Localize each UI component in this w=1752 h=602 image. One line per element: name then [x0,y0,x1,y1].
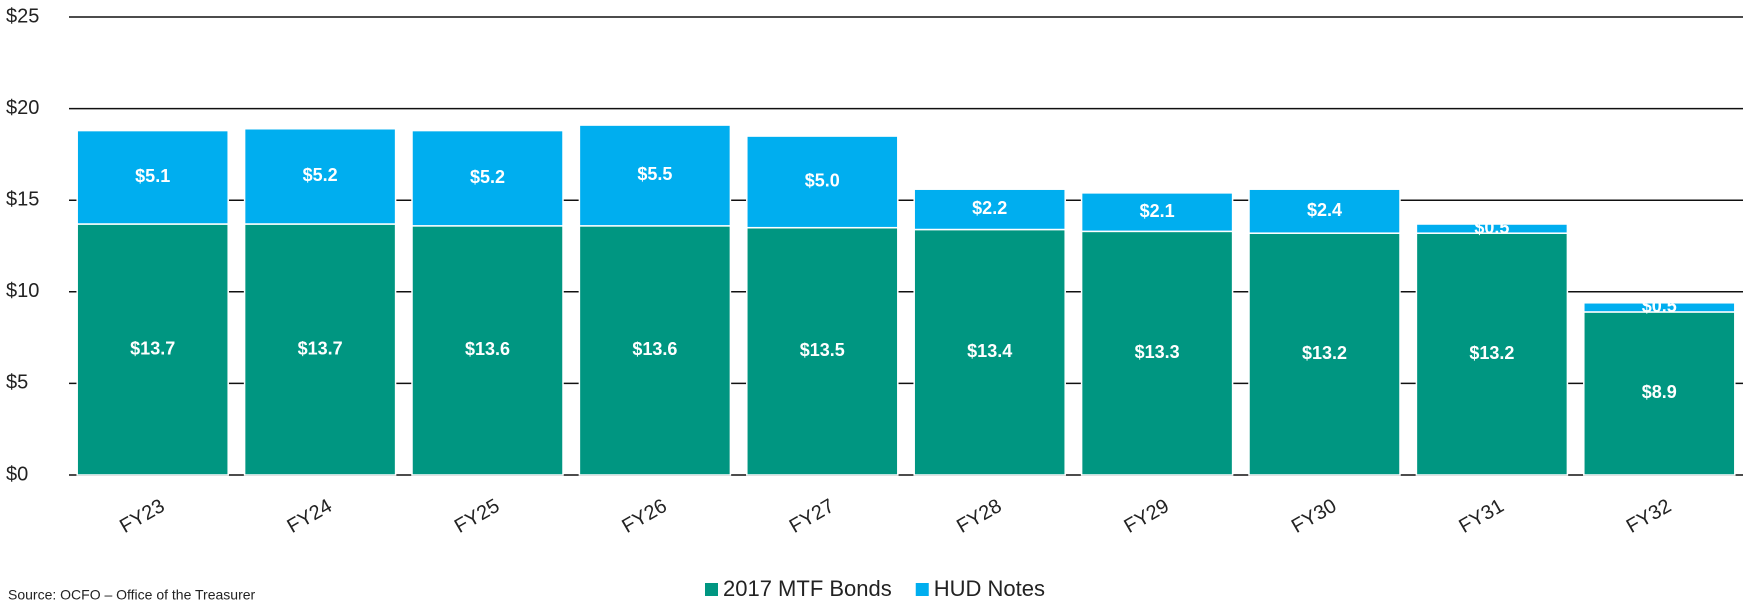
data-label: $5.2 [303,165,338,185]
x-tick-label: FY31 [1455,495,1507,538]
data-label: $5.0 [805,171,840,191]
bar-segment [578,124,732,227]
x-tick-label: FY24 [284,495,336,538]
data-label: $13.7 [130,338,175,358]
data-label: $2.2 [972,198,1007,218]
bar-segment [1583,311,1736,476]
x-tick-label: FY27 [786,495,838,538]
data-label: $8.9 [1642,382,1677,402]
bar-segment [76,129,229,225]
data-label: $13.3 [1135,342,1180,362]
data-label: $13.4 [967,341,1012,361]
data-label: $2.1 [1140,201,1175,221]
x-tick-label: FY30 [1288,495,1340,538]
data-label: $0.5 [1474,217,1509,237]
bar-segment [578,225,732,476]
x-tick-label: FY28 [953,495,1005,538]
bar-segment [411,225,564,476]
bar-segment [746,135,899,229]
x-tick-label: FY29 [1121,495,1173,538]
bar-segment [1248,188,1401,234]
y-tick-label: $15 [6,188,39,210]
y-tick-label: $5 [6,372,28,394]
y-tick-label: $0 [6,463,28,485]
x-tick-label: FY25 [451,495,503,538]
x-tick-label: FY32 [1623,495,1675,538]
bar-segment [243,223,397,476]
legend-swatch [705,583,718,596]
bar-segment [1415,223,1569,234]
bar-segment [913,228,1066,476]
data-label: $5.1 [135,166,170,186]
bar-segment [1080,230,1234,476]
legend-label: 2017 MTF Bonds [723,576,892,601]
bar-segment [1080,192,1234,233]
bar-segment [1248,232,1401,476]
legend-label: HUD Notes [934,576,1045,601]
y-tick-label: $20 [6,97,39,119]
bar-segment [76,223,229,476]
y-tick-label: $10 [6,280,39,302]
bar-segment [1415,232,1569,476]
data-label: $0.5 [1642,296,1677,316]
data-label: $5.2 [470,167,505,187]
y-tick-label: $25 [6,5,39,27]
source-note: Source: OCFO – Office of the Treasurer [8,587,256,602]
data-label: $5.5 [637,164,672,184]
data-label: $2.4 [1307,200,1342,220]
bar-segment [746,226,899,476]
legend-swatch [915,583,929,596]
x-tick-label: FY26 [618,495,670,538]
data-label: $13.7 [298,338,343,358]
data-label: $13.6 [465,339,510,359]
x-tick-label: FY23 [116,495,168,538]
bar-segment [411,129,564,227]
data-label: $13.2 [1302,343,1347,363]
bar-segment [913,188,1066,231]
bar-segment [243,128,397,225]
data-label: $13.2 [1469,343,1514,363]
bar-segment [1583,302,1736,313]
data-label: $13.6 [632,339,677,359]
data-label: $13.5 [800,340,845,360]
